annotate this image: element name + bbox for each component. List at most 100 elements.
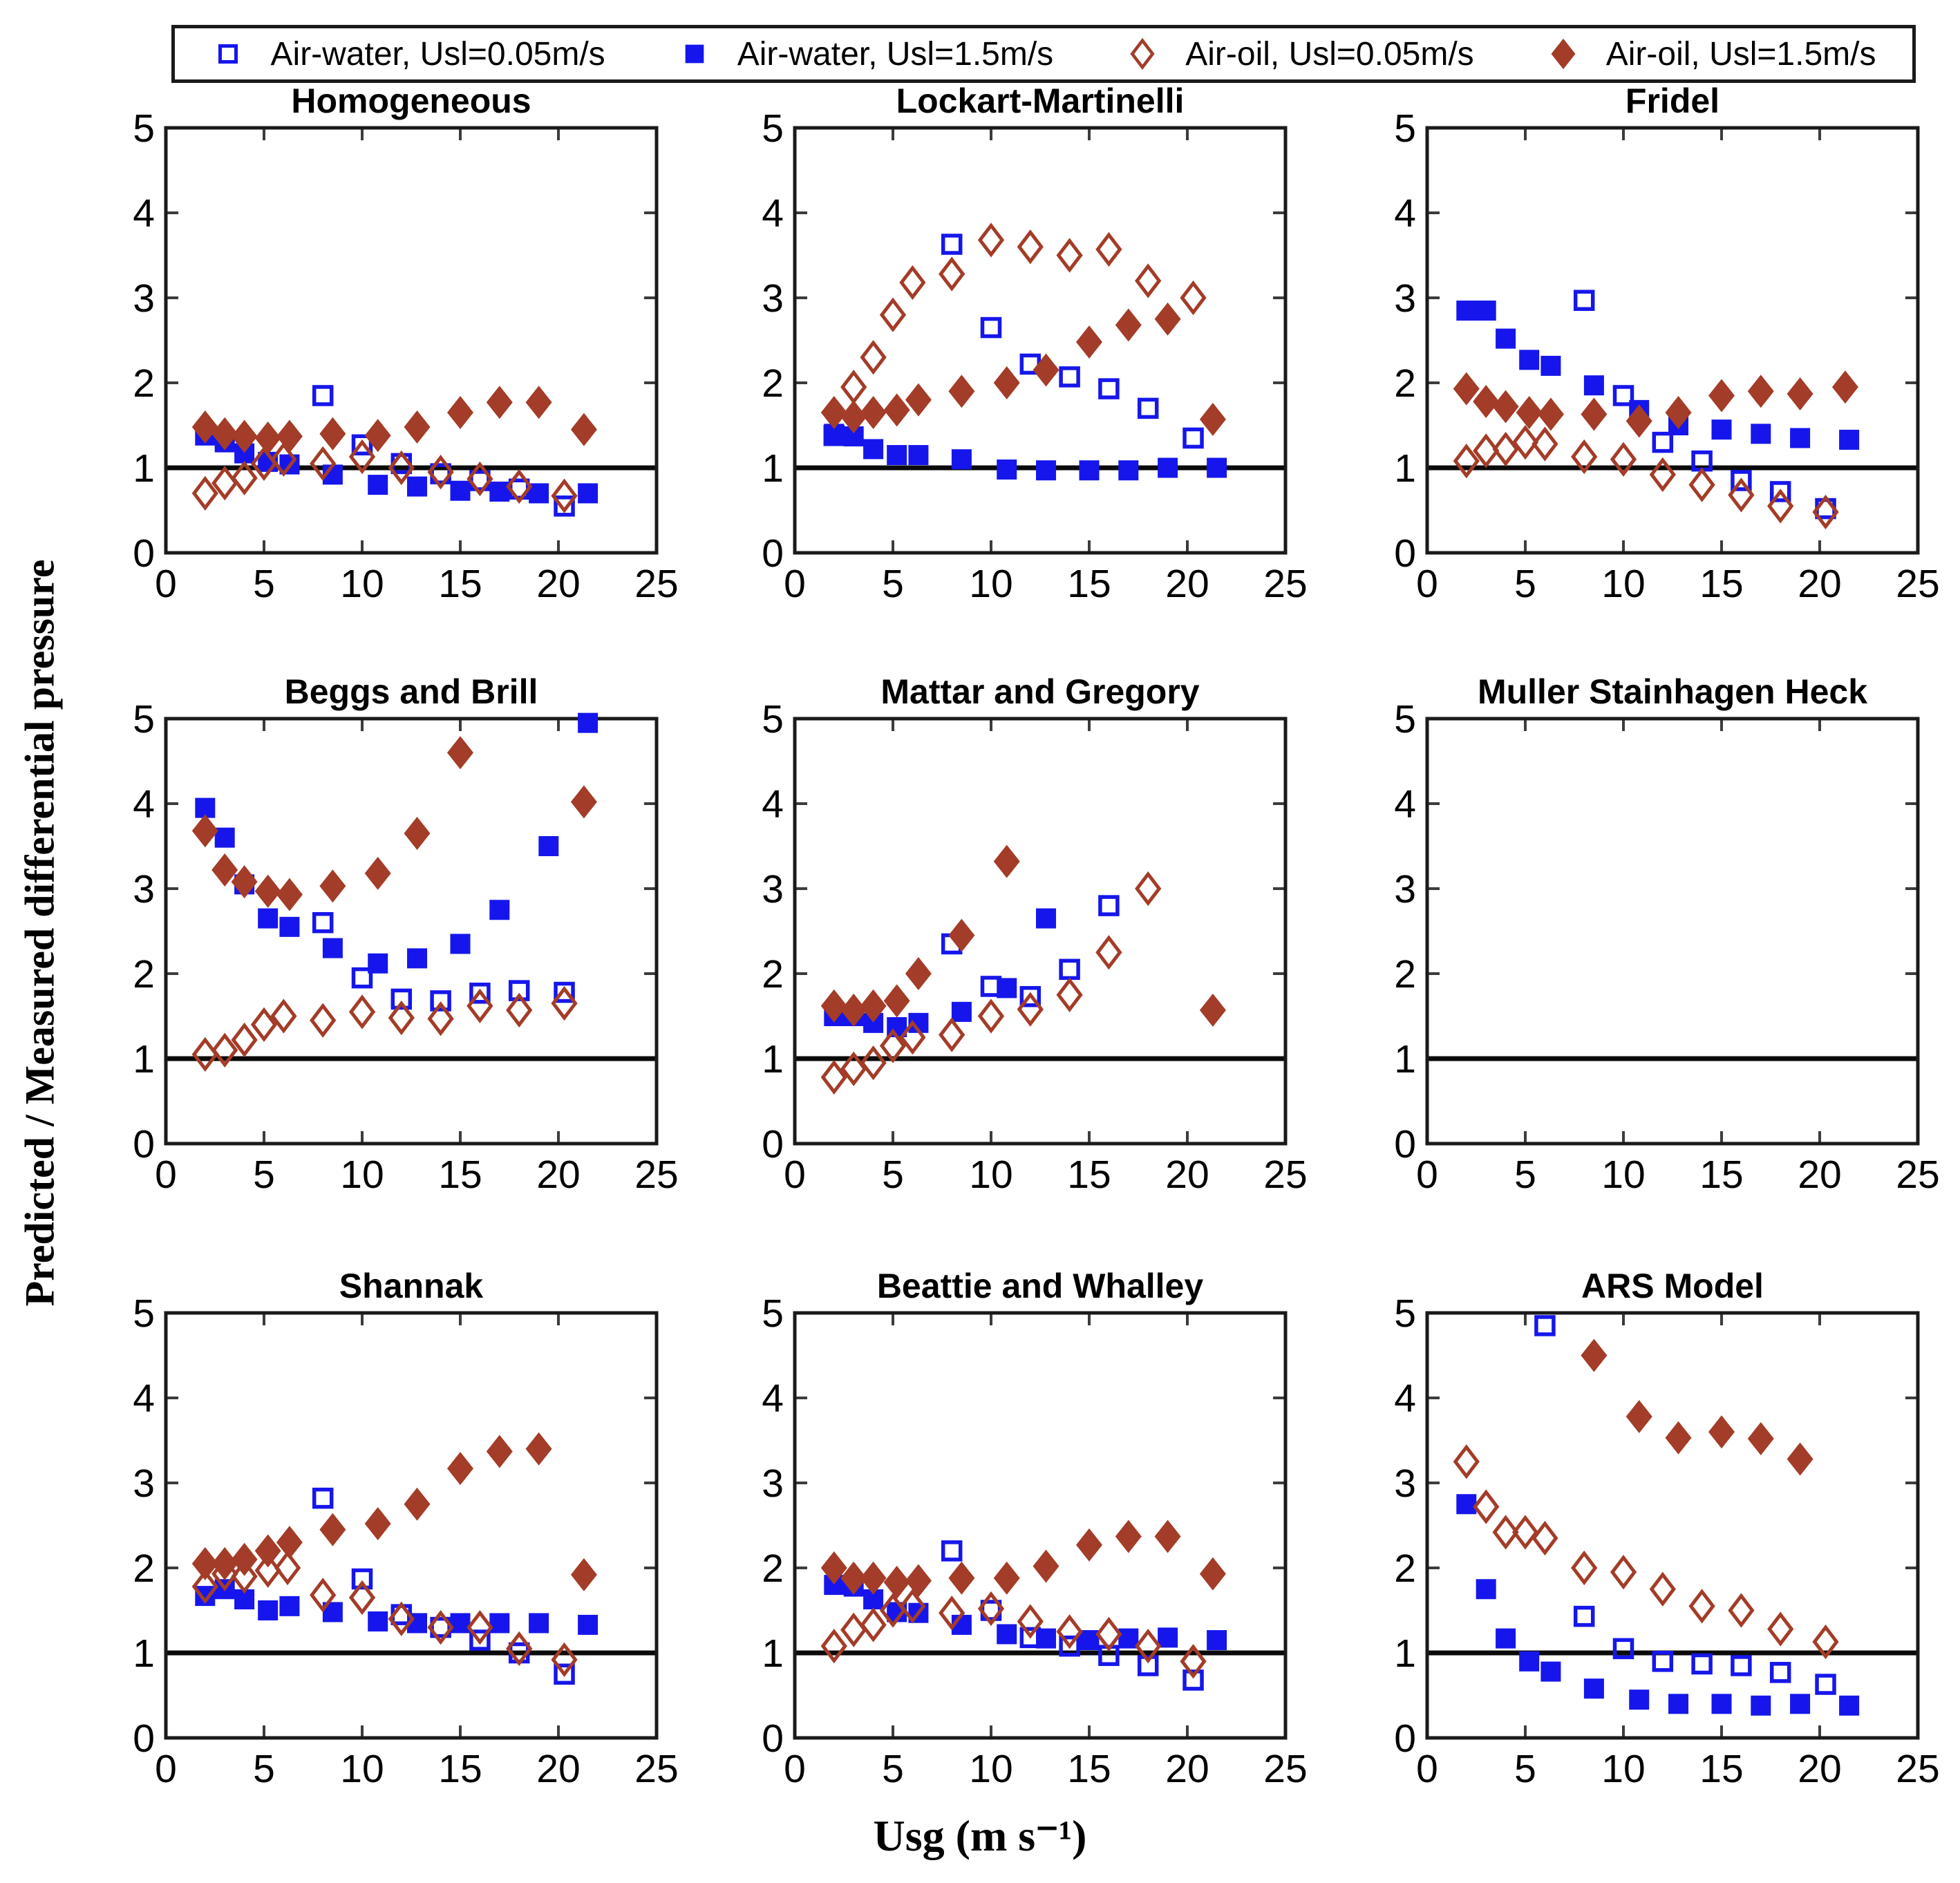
filled-diamond-marker bbox=[905, 957, 932, 990]
y-tick-label: 0 bbox=[762, 531, 784, 576]
filled-diamond-marker bbox=[948, 1561, 975, 1595]
subplot-title: Shannak bbox=[339, 1267, 484, 1305]
series-open-diamond bbox=[1453, 424, 1839, 530]
y-tick-label: 5 bbox=[762, 1291, 784, 1336]
open-diamond-marker bbox=[1649, 457, 1676, 492]
open-diamond-marker bbox=[1056, 977, 1083, 1012]
y-tick-label: 2 bbox=[1394, 952, 1416, 996]
open-diamond-marker bbox=[467, 988, 493, 1023]
open-square-marker bbox=[1731, 1655, 1752, 1676]
filled-diamond-marker bbox=[364, 1507, 391, 1541]
open-square-marker bbox=[1019, 985, 1042, 1007]
x-tick-label: 15 bbox=[438, 1747, 482, 1791]
filled-diamond-marker bbox=[820, 989, 847, 1023]
y-tick-label: 4 bbox=[133, 782, 155, 826]
open-diamond-marker bbox=[551, 985, 578, 1021]
filled-square-marker bbox=[1540, 355, 1561, 376]
x-tick-label: 20 bbox=[1798, 1153, 1841, 1197]
filled-square-marker bbox=[1583, 1678, 1604, 1699]
filled-diamond-marker bbox=[191, 410, 218, 444]
x-tick-label: 25 bbox=[1263, 1153, 1306, 1197]
y-tick-label: 4 bbox=[133, 191, 155, 236]
open-diamond-marker bbox=[191, 475, 218, 511]
subplot-title: Lockart-Martinelli bbox=[896, 82, 1185, 120]
filled-square-marker bbox=[279, 916, 300, 937]
legend-item-label: Air-water, Usl=0.05m/s bbox=[270, 35, 605, 73]
y-tick-label: 4 bbox=[1394, 782, 1416, 826]
y-tick-label: 5 bbox=[762, 697, 784, 741]
x-tick-label: 0 bbox=[1416, 1747, 1438, 1791]
open-diamond-marker bbox=[977, 223, 1005, 258]
filled-square-marker bbox=[1118, 460, 1139, 481]
filled-diamond-marker bbox=[1626, 1400, 1652, 1434]
filled-square-marker bbox=[951, 1001, 972, 1022]
filled-square-marker bbox=[450, 1613, 471, 1634]
open-diamond-glyph bbox=[1130, 37, 1155, 70]
filled-diamond-marker bbox=[1199, 1557, 1226, 1591]
series-open-diamond bbox=[820, 1589, 1207, 1679]
y-tick-label: 4 bbox=[762, 1376, 784, 1421]
open-diamond-marker bbox=[467, 461, 493, 497]
x-tick-label: 25 bbox=[1263, 562, 1306, 606]
open-diamond-marker bbox=[1492, 431, 1519, 467]
filled-diamond-marker bbox=[1115, 1520, 1142, 1553]
x-tick-label: 5 bbox=[253, 562, 275, 606]
open-diamond-marker bbox=[1473, 1489, 1500, 1524]
filled-diamond-marker bbox=[1115, 308, 1142, 342]
x-tick-label: 10 bbox=[969, 562, 1012, 606]
y-tick-label: 1 bbox=[133, 1631, 155, 1676]
filled-diamond-marker bbox=[1787, 1442, 1813, 1476]
open-diamond-marker bbox=[231, 460, 258, 495]
filled-diamond-marker bbox=[319, 1513, 346, 1546]
filled-diamond-marker bbox=[447, 736, 473, 770]
filled-square-marker bbox=[368, 475, 388, 495]
x-tick-label: 0 bbox=[155, 562, 177, 606]
filled-diamond-marker bbox=[883, 1565, 910, 1599]
y-tick-label: 0 bbox=[133, 531, 155, 576]
legend-item: Air-oil, Usl=0.05m/s bbox=[1126, 35, 1474, 73]
subplot-title: ARS Model bbox=[1581, 1267, 1764, 1305]
filled-diamond-marker bbox=[231, 419, 258, 453]
filled-diamond-marker bbox=[1747, 1422, 1774, 1456]
open-square-marker bbox=[1098, 895, 1120, 916]
filled-square-marker bbox=[1790, 428, 1811, 448]
filled-square-marker bbox=[1839, 429, 1860, 450]
x-tick-label: 20 bbox=[1165, 1153, 1209, 1197]
open-diamond-marker bbox=[1180, 280, 1207, 316]
open-diamond-marker bbox=[427, 1609, 454, 1645]
chart-ars-model: 0 5 10 15 20 25 0 1 2 3 4 5 bbox=[1394, 1291, 1939, 1791]
y-tick-label: 0 bbox=[762, 1122, 784, 1166]
open-diamond-marker bbox=[310, 1003, 337, 1038]
open-diamond-marker bbox=[348, 994, 376, 1030]
legend-item-label: Air-oil, Usl=0.05m/s bbox=[1185, 35, 1474, 73]
open-square-marker bbox=[980, 316, 1002, 339]
filled-square-marker bbox=[407, 476, 428, 497]
series-filled-diamond bbox=[820, 302, 1226, 436]
subplot-ars-model: ARS Model 0 5 10 15 20 25 0 1 2 3 4 5 bbox=[1330, 1265, 1939, 1804]
y-tick-label: 5 bbox=[133, 106, 155, 151]
y-tick-label: 4 bbox=[133, 1376, 155, 1421]
open-square-marker bbox=[1534, 1315, 1556, 1336]
y-tick-label: 5 bbox=[133, 697, 155, 741]
filled-square-marker bbox=[1751, 424, 1771, 444]
open-square-marker bbox=[508, 980, 530, 1001]
tick-labels: 0 5 10 15 20 25 0 1 2 3 4 5 bbox=[133, 697, 677, 1197]
open-square-marker bbox=[1769, 481, 1791, 502]
filled-diamond-marker bbox=[883, 984, 910, 1018]
y-tick-label: 1 bbox=[1394, 446, 1416, 491]
y-tick-label: 0 bbox=[133, 1122, 155, 1166]
x-tick-label: 25 bbox=[1263, 1747, 1306, 1791]
filled-diamond-marker bbox=[1076, 1528, 1102, 1562]
open-square-marker bbox=[1182, 1669, 1204, 1691]
series-filled-square bbox=[1456, 1494, 1860, 1716]
y-tick-label: 4 bbox=[762, 191, 784, 236]
filled-diamond-marker bbox=[883, 393, 910, 427]
open-diamond-marker bbox=[348, 439, 376, 475]
filled-diamond-marker bbox=[1516, 396, 1543, 430]
open-diamond-marker bbox=[191, 1569, 218, 1605]
filled-square-marker bbox=[997, 459, 1017, 480]
open-diamond-marker bbox=[977, 1591, 1005, 1627]
y-tick-label: 2 bbox=[1394, 1546, 1416, 1591]
series-filled-square bbox=[195, 425, 599, 504]
open-diamond-marker bbox=[1610, 1555, 1637, 1590]
